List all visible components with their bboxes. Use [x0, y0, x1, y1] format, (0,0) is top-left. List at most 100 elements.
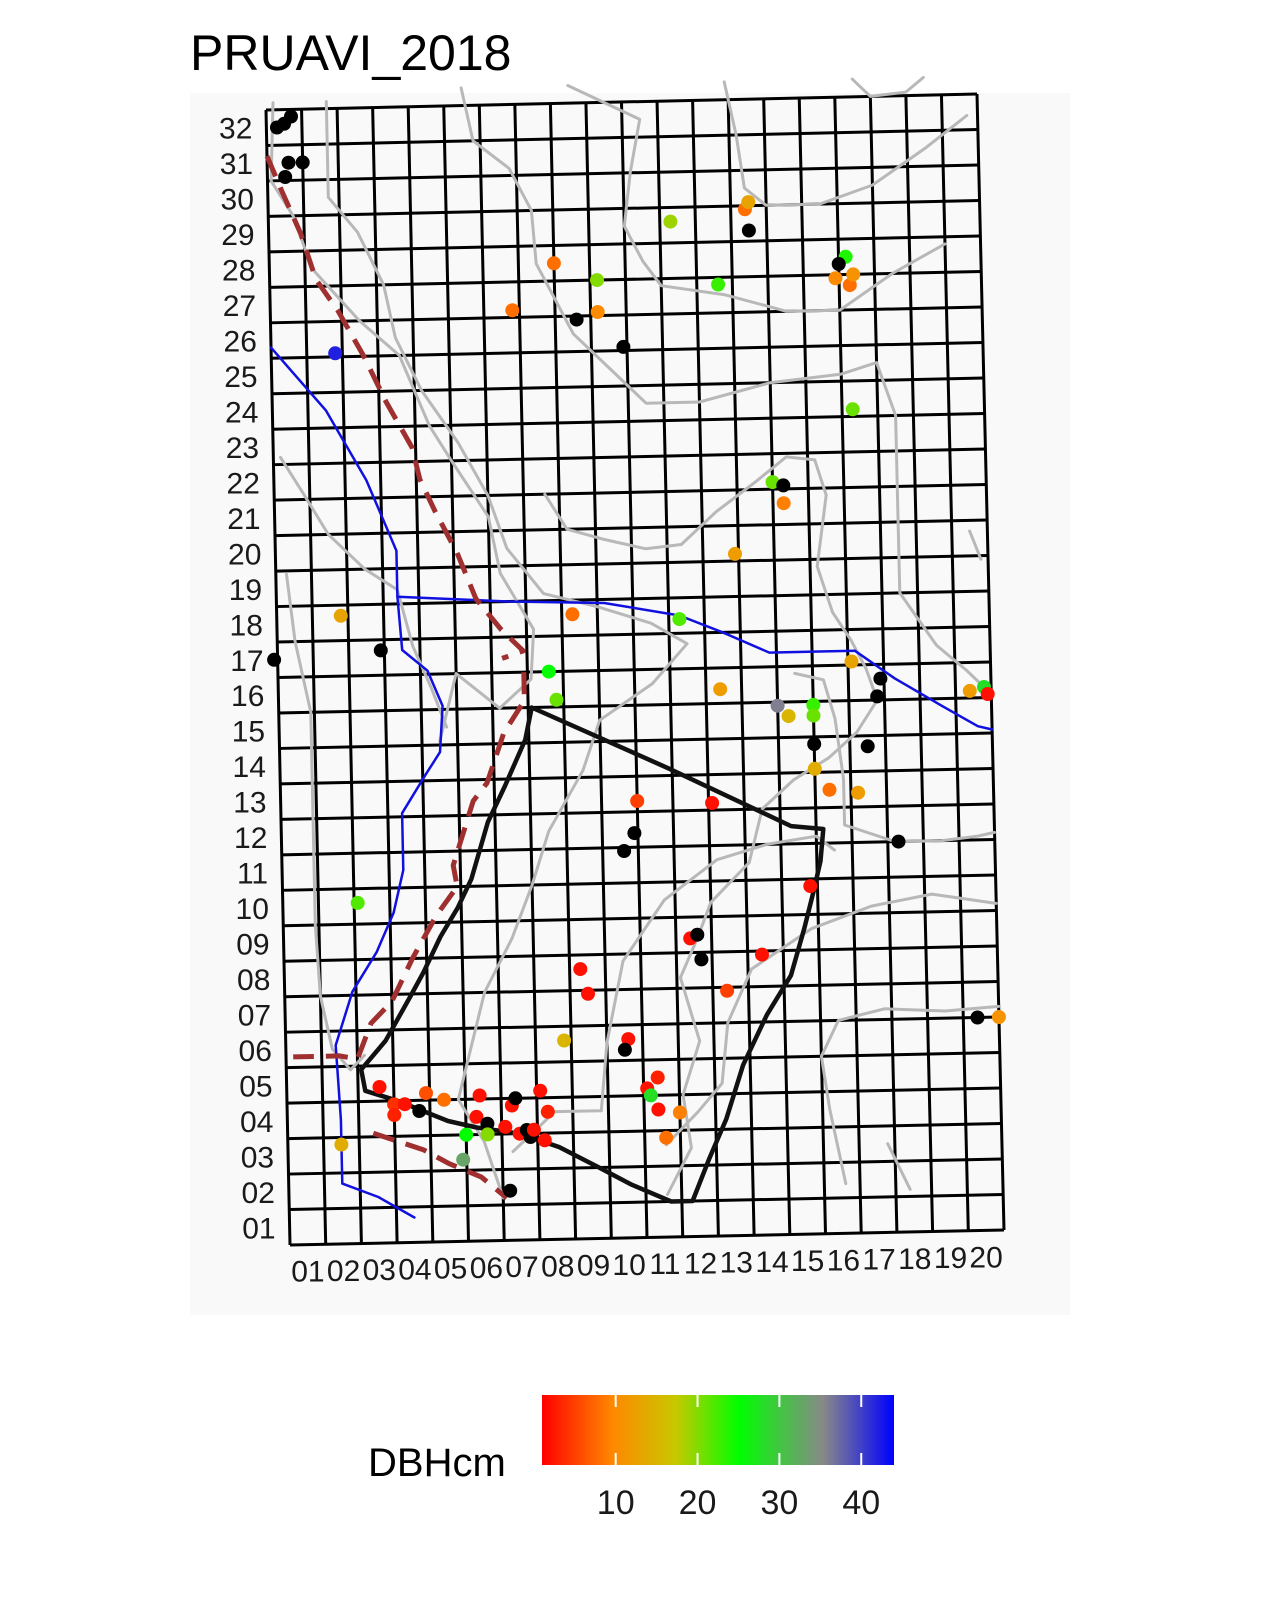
legend-tick-label: 40: [842, 1484, 880, 1522]
contour-line: [285, 572, 366, 1072]
tree-point: [711, 277, 726, 292]
contour-line: [459, 86, 982, 685]
tree-point: [456, 1152, 471, 1167]
x-tick-label: 09: [577, 1250, 610, 1283]
legend-tick-label: 30: [760, 1484, 798, 1522]
grid-line-horizontal: [284, 980, 999, 999]
y-tick-label: 24: [225, 397, 258, 430]
y-tick-label: 12: [234, 822, 267, 855]
y-tick-label: 16: [231, 680, 264, 713]
tree-point: [822, 782, 837, 797]
tree-point: [412, 1104, 427, 1118]
x-tick-label: 20: [969, 1241, 1002, 1274]
tree-point: [663, 214, 678, 229]
y-tick-label: 25: [224, 361, 257, 394]
tree-point: [498, 1119, 513, 1134]
trail-line: [264, 155, 526, 661]
y-tick-label: 26: [224, 326, 257, 359]
x-tick-label: 10: [612, 1249, 645, 1282]
trail-line: [293, 672, 527, 1062]
tree-point: [387, 1097, 402, 1112]
stream-line: [269, 346, 444, 1219]
contour-line: [543, 455, 879, 1196]
tree-point: [705, 796, 720, 810]
tree-point: [267, 652, 282, 667]
y-tick-label: 03: [241, 1141, 274, 1174]
tree-point: [557, 1033, 572, 1048]
y-tick-label: 20: [228, 538, 261, 571]
tree-point: [962, 683, 977, 698]
tree-point: [891, 834, 906, 849]
tree-point: [508, 1091, 523, 1106]
tree-point: [526, 1122, 541, 1137]
legend-ticks: 10 20 30 40: [597, 1395, 880, 1522]
x-tick-label: 12: [684, 1247, 717, 1280]
x-tick-label: 11: [649, 1248, 680, 1281]
y-tick-label: 28: [222, 255, 255, 288]
grid-line-horizontal: [267, 163, 979, 183]
grid-line-horizontal: [286, 1051, 1000, 1070]
grid-line-horizontal: [289, 1228, 1005, 1247]
y-tick-label: 19: [229, 574, 262, 607]
chart-title: PRUAVI_2018: [190, 25, 511, 81]
y-tick-label: 06: [239, 1035, 272, 1068]
legend-title: DBHcm: [368, 1441, 506, 1485]
tree-point: [565, 607, 580, 622]
tree-points: [267, 109, 1006, 1198]
y-tick-label: 05: [239, 1070, 272, 1103]
grid-line-horizontal: [274, 518, 988, 538]
y-tick-label: 02: [242, 1177, 275, 1210]
x-tick-label: 06: [470, 1252, 503, 1285]
tree-point: [781, 709, 796, 724]
x-tick-label: 08: [541, 1250, 574, 1283]
x-tick-label: 17: [862, 1244, 895, 1277]
y-tick-label: 17: [230, 645, 263, 678]
contour-line: [566, 84, 947, 313]
tree-point: [437, 1092, 451, 1107]
y-tick-label: 13: [233, 787, 266, 820]
tree-point: [970, 1010, 985, 1025]
contour-line: [324, 100, 689, 1200]
y-tick-label: 21: [227, 503, 260, 536]
tree-point: [540, 1104, 555, 1119]
grid-line-horizontal: [275, 554, 989, 573]
tree-point: [617, 1042, 632, 1057]
contour-line: [968, 529, 983, 561]
tree-point: [755, 947, 769, 962]
tree-point: [573, 962, 588, 977]
tree-point: [480, 1127, 495, 1142]
tree-point: [372, 1080, 387, 1094]
tree-point: [621, 1032, 636, 1047]
tree-point: [842, 278, 857, 293]
x-tick-labels: 01 02 03 04 05 06 07 08 09 10 11 12 13 14 15 16 17 18 19 20: [291, 1241, 1003, 1288]
grid-line-horizontal: [268, 199, 980, 218]
y-tick-label: 29: [221, 219, 254, 252]
y-tick-label: 30: [221, 184, 254, 217]
grid-line-horizontal: [269, 270, 982, 289]
tree-point: [828, 271, 843, 286]
x-tick-label: 18: [898, 1243, 931, 1276]
tree-point: [765, 475, 780, 490]
tree-point: [541, 664, 556, 679]
tree-point: [643, 1088, 658, 1103]
tree-point: [505, 303, 520, 318]
y-tick-label: 01: [242, 1212, 275, 1245]
grid-line-horizontal: [281, 838, 995, 857]
grid-line-horizontal: [272, 412, 985, 431]
grid-line-horizontal: [265, 92, 978, 112]
tree-point: [350, 895, 365, 910]
tree-point: [328, 346, 343, 361]
tree-point: [590, 305, 605, 319]
trail-lines: [264, 155, 527, 1200]
tree-point: [650, 1070, 665, 1085]
y-tick-label: 27: [223, 290, 256, 323]
y-tick-label: 09: [236, 929, 269, 962]
grid-line-horizontal: [289, 1193, 1004, 1212]
tree-point: [806, 697, 821, 712]
grid-line-horizontal: [288, 1157, 1003, 1176]
y-tick-label: 32: [219, 113, 252, 146]
x-tick-label: 04: [398, 1253, 431, 1286]
y-tick-label: 14: [233, 751, 266, 784]
tree-point: [807, 761, 822, 776]
y-tick-label: 04: [240, 1106, 273, 1139]
